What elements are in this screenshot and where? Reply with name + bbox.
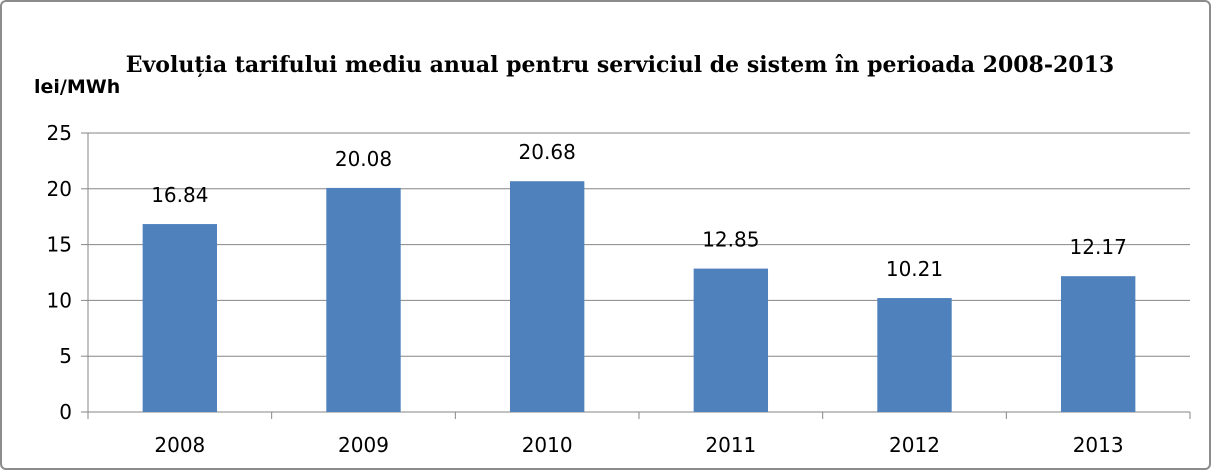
data-label-2008: 16.84 xyxy=(151,183,208,207)
bar-chart: 0 5 10 15 20 25 16.84 2008 20.08 2009 20.68 2010 12.… xyxy=(47,121,1191,457)
x-tick-label-2009: 2009 xyxy=(338,433,389,457)
data-label-2012: 10.21 xyxy=(886,257,943,281)
y-tick-label: 25 xyxy=(47,121,72,145)
chart-title: Evoluția tarifului mediu anual pentru se… xyxy=(125,52,1115,78)
bar-2011 xyxy=(693,268,769,412)
y-tick-label: 10 xyxy=(47,288,72,312)
x-tick-label-2008: 2008 xyxy=(154,433,205,457)
data-label-2010: 20.68 xyxy=(519,140,576,164)
bar-2009 xyxy=(326,187,401,412)
bar-2012 xyxy=(877,298,952,412)
x-tick-label-2010: 2010 xyxy=(522,433,573,457)
x-tick-label-2013: 2013 xyxy=(1073,433,1124,457)
bar-2008 xyxy=(142,224,218,412)
bar-2010 xyxy=(509,181,585,412)
data-label-2011: 12.85 xyxy=(702,228,759,252)
y-tick-label: 5 xyxy=(59,344,72,368)
y-tick-label: 15 xyxy=(47,233,72,257)
data-label-2013: 12.17 xyxy=(1070,235,1127,259)
data-label-2009: 20.08 xyxy=(335,147,392,171)
y-axis-label: lei/MWh xyxy=(34,76,121,98)
bar-2013 xyxy=(1060,276,1136,412)
x-tick-label-2012: 2012 xyxy=(889,433,940,457)
x-tick-label-2011: 2011 xyxy=(705,433,756,457)
y-tick-label: 20 xyxy=(47,177,72,201)
y-tick-label: 0 xyxy=(59,400,72,424)
